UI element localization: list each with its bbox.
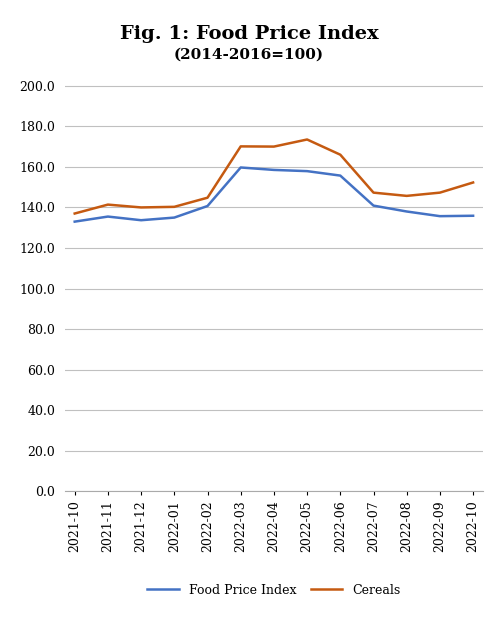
Cereals xyxy=(205,194,211,202)
Text: (2014-2016=100): (2014-2016=100) xyxy=(174,47,324,61)
Food Price Index xyxy=(404,208,410,215)
Legend: Food Price Index, Cereals: Food Price Index, Cereals xyxy=(142,578,405,602)
Line: Cereals: Cereals xyxy=(75,139,473,214)
Food Price Index xyxy=(304,168,310,175)
Cereals xyxy=(404,192,410,200)
Food Price Index xyxy=(337,172,343,180)
Cereals xyxy=(304,135,310,143)
Cereals xyxy=(337,151,343,159)
Food Price Index xyxy=(271,166,277,174)
Food Price Index xyxy=(437,212,443,220)
Food Price Index xyxy=(470,212,476,219)
Food Price Index xyxy=(238,164,244,171)
Food Price Index xyxy=(105,213,111,220)
Cereals xyxy=(171,203,177,210)
Cereals xyxy=(271,143,277,151)
Food Price Index xyxy=(171,214,177,221)
Food Price Index xyxy=(138,217,144,224)
Text: Fig. 1: Food Price Index: Fig. 1: Food Price Index xyxy=(120,25,378,43)
Cereals xyxy=(138,203,144,211)
Cereals xyxy=(72,210,78,217)
Line: Food Price Index: Food Price Index xyxy=(75,168,473,222)
Food Price Index xyxy=(205,202,211,210)
Cereals xyxy=(371,189,376,197)
Cereals xyxy=(470,179,476,186)
Food Price Index xyxy=(72,218,78,226)
Cereals xyxy=(105,201,111,209)
Cereals xyxy=(238,142,244,150)
Cereals xyxy=(437,189,443,197)
Food Price Index xyxy=(371,202,376,209)
